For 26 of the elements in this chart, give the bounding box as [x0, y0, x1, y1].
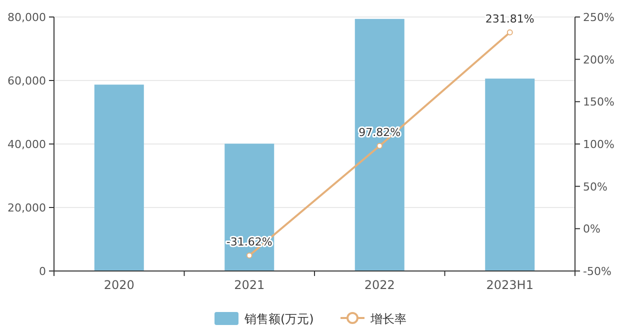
point: [376, 142, 383, 149]
bar: [224, 144, 274, 271]
legend-label: 增长率: [370, 312, 406, 326]
x-tick-label: 2022: [364, 278, 395, 292]
y-tick-label: 40,000: [8, 138, 46, 151]
y-tick-label: 60,000: [8, 74, 46, 88]
y2-tick-label: 250%: [583, 11, 614, 24]
y2-tick-label: 150%: [583, 96, 614, 109]
y-tick-label: 0: [39, 265, 46, 278]
y2-tick-label: 0%: [583, 222, 600, 236]
y2-tick-label: 200%: [583, 53, 614, 66]
bar: [354, 18, 404, 271]
data-label: 231.81%: [485, 12, 534, 26]
y2-tick-label: 100%: [583, 138, 614, 151]
x-tick-label: 2020: [104, 278, 134, 292]
y2-tick-label: -50%: [583, 265, 612, 278]
point: [246, 252, 252, 258]
y-tick-label: 80,000: [8, 11, 46, 24]
point: [506, 29, 513, 36]
bar: [485, 78, 535, 271]
y-tick-label: 20,000: [8, 202, 46, 214]
x-tick-label: 2021: [234, 278, 265, 292]
x-tick-label: 2023H1: [486, 278, 534, 292]
bar: [94, 84, 144, 271]
legend-label: 销售额(万元): [244, 312, 314, 326]
y2-tick-label: 50%: [583, 180, 608, 194]
